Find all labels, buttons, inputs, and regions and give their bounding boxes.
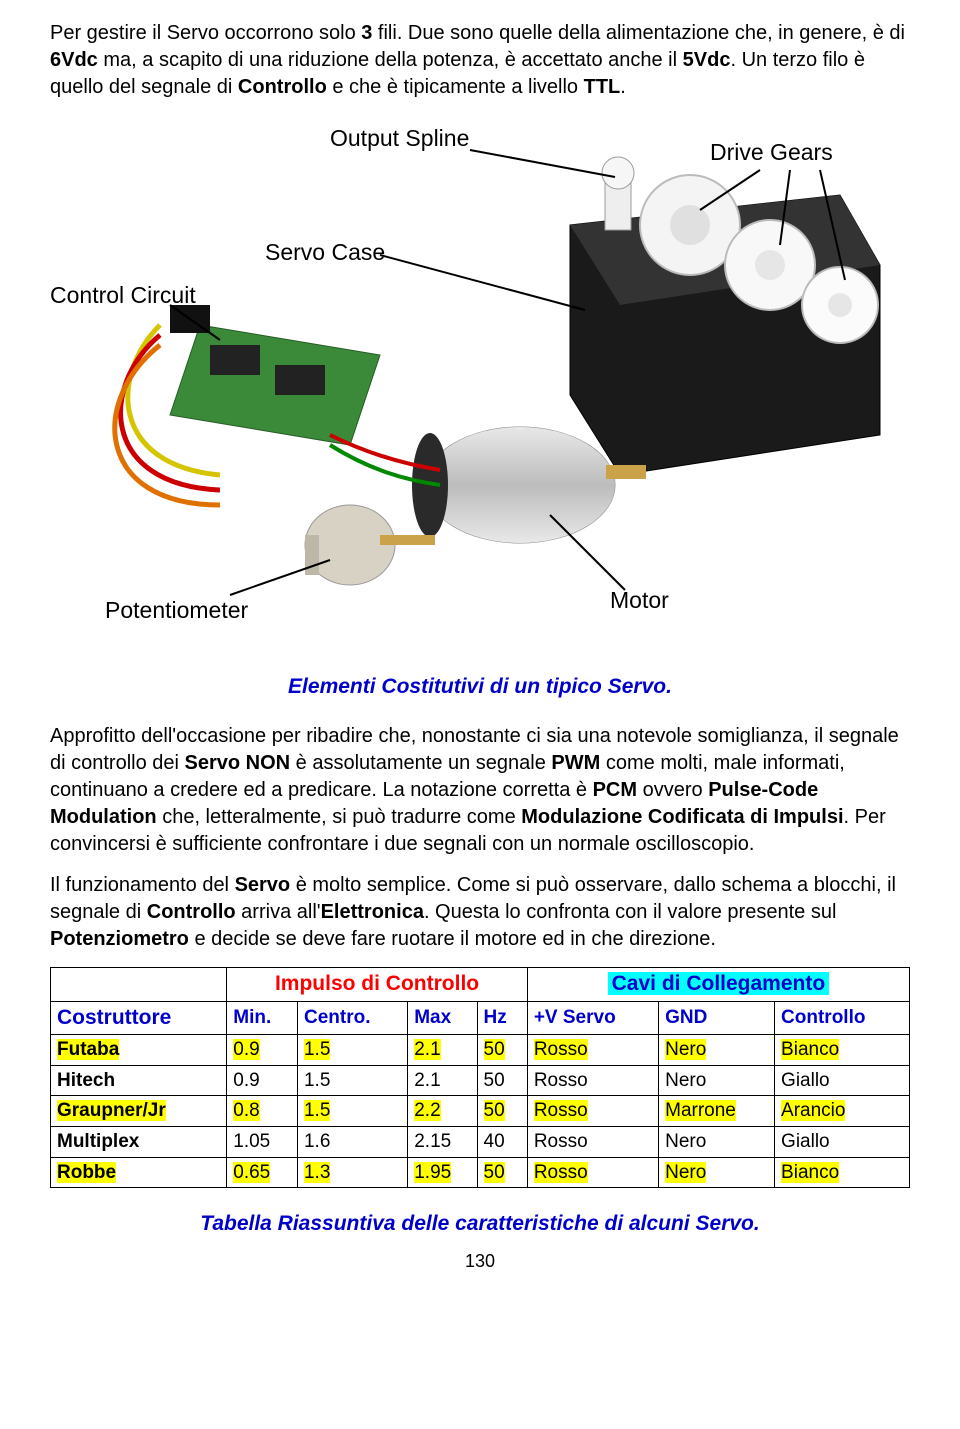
- table-row: Multiplex1.051.62.1540RossoNeroGiallo: [51, 1126, 910, 1157]
- label-control-circuit: Control Circuit: [50, 280, 196, 311]
- table-cell: 1.5: [297, 1065, 407, 1096]
- table-cell: Rosso: [527, 1157, 658, 1188]
- table-cell: Nero: [659, 1035, 775, 1066]
- table-header-impulso: Impulso di Controllo: [227, 968, 528, 1001]
- table-cell: Nero: [659, 1126, 775, 1157]
- table-cell: 0.65: [227, 1157, 298, 1188]
- table-cell: 50: [477, 1157, 527, 1188]
- table-colhead: Centro.: [297, 1001, 407, 1034]
- table-cell: 2.1: [408, 1035, 477, 1066]
- table-cell: Graupner/Jr: [51, 1096, 227, 1127]
- table-cell: Arancio: [775, 1096, 910, 1127]
- table-row: Hitech0.91.52.150RossoNeroGiallo: [51, 1065, 910, 1096]
- table-cell: 0.9: [227, 1065, 298, 1096]
- table-cell: 1.95: [408, 1157, 477, 1188]
- table-cell: Robbe: [51, 1157, 227, 1188]
- table-cell: 1.3: [297, 1157, 407, 1188]
- label-output-spline: Output Spline: [330, 123, 469, 154]
- table-cell: Rosso: [527, 1126, 658, 1157]
- table-colhead: Max: [408, 1001, 477, 1034]
- servo-table: Impulso di ControlloCavi di Collegamento…: [50, 967, 910, 1188]
- table-cell: Bianco: [775, 1035, 910, 1066]
- table-cell: Giallo: [775, 1065, 910, 1096]
- table-colhead: GND: [659, 1001, 775, 1034]
- table-cell: 0.9: [227, 1035, 298, 1066]
- table-row: Futaba0.91.52.150RossoNeroBianco: [51, 1035, 910, 1066]
- figure-caption: Elementi Costitutivi di un tipico Servo.: [50, 673, 910, 701]
- label-servo-case: Servo Case: [265, 237, 385, 268]
- table-colhead: +V Servo: [527, 1001, 658, 1034]
- table-cell: 2.1: [408, 1065, 477, 1096]
- table-cell: 1.6: [297, 1126, 407, 1157]
- paragraph-2: Approfitto dell'occasione per ribadire c…: [50, 723, 910, 858]
- table-cell: Bianco: [775, 1157, 910, 1188]
- table-caption: Tabella Riassuntiva delle caratteristich…: [50, 1210, 910, 1238]
- table-cell: Rosso: [527, 1065, 658, 1096]
- servo-figure: Output Spline Drive Gears Servo Case Con…: [50, 115, 910, 655]
- table-header-empty: [51, 968, 227, 1001]
- table-cell: 50: [477, 1096, 527, 1127]
- table-cell: Hitech: [51, 1065, 227, 1096]
- table-cell: 0.8: [227, 1096, 298, 1127]
- table-cell: Futaba: [51, 1035, 227, 1066]
- table-cell: Marrone: [659, 1096, 775, 1127]
- table-cell: 40: [477, 1126, 527, 1157]
- table-cell: Rosso: [527, 1035, 658, 1066]
- label-potentiometer: Potentiometer: [105, 595, 248, 626]
- table-colhead: Hz: [477, 1001, 527, 1034]
- table-cell: 50: [477, 1035, 527, 1066]
- table-row: Graupner/Jr0.81.52.250RossoMarroneAranci…: [51, 1096, 910, 1127]
- table-colhead: Costruttore: [51, 1001, 227, 1034]
- table-cell: Rosso: [527, 1096, 658, 1127]
- label-drive-gears: Drive Gears: [710, 137, 833, 168]
- table-cell: Multiplex: [51, 1126, 227, 1157]
- table-cell: 2.2: [408, 1096, 477, 1127]
- table-cell: 2.15: [408, 1126, 477, 1157]
- table-cell: Nero: [659, 1157, 775, 1188]
- table-cell: 50: [477, 1065, 527, 1096]
- table-cell: Nero: [659, 1065, 775, 1096]
- table-colhead: Min.: [227, 1001, 298, 1034]
- table-cell: 1.05: [227, 1126, 298, 1157]
- paragraph-3: Il funzionamento del Servo è molto sempl…: [50, 872, 910, 953]
- table-cell: Giallo: [775, 1126, 910, 1157]
- label-motor: Motor: [610, 585, 669, 616]
- table-cell: 1.5: [297, 1035, 407, 1066]
- table-header-cavi: Cavi di Collegamento: [527, 968, 909, 1001]
- table-colhead: Controllo: [775, 1001, 910, 1034]
- page-number: 130: [50, 1249, 910, 1273]
- table-row: Robbe0.651.31.9550RossoNeroBianco: [51, 1157, 910, 1188]
- paragraph-1: Per gestire il Servo occorrono solo 3 fi…: [50, 20, 910, 101]
- table-cell: 1.5: [297, 1096, 407, 1127]
